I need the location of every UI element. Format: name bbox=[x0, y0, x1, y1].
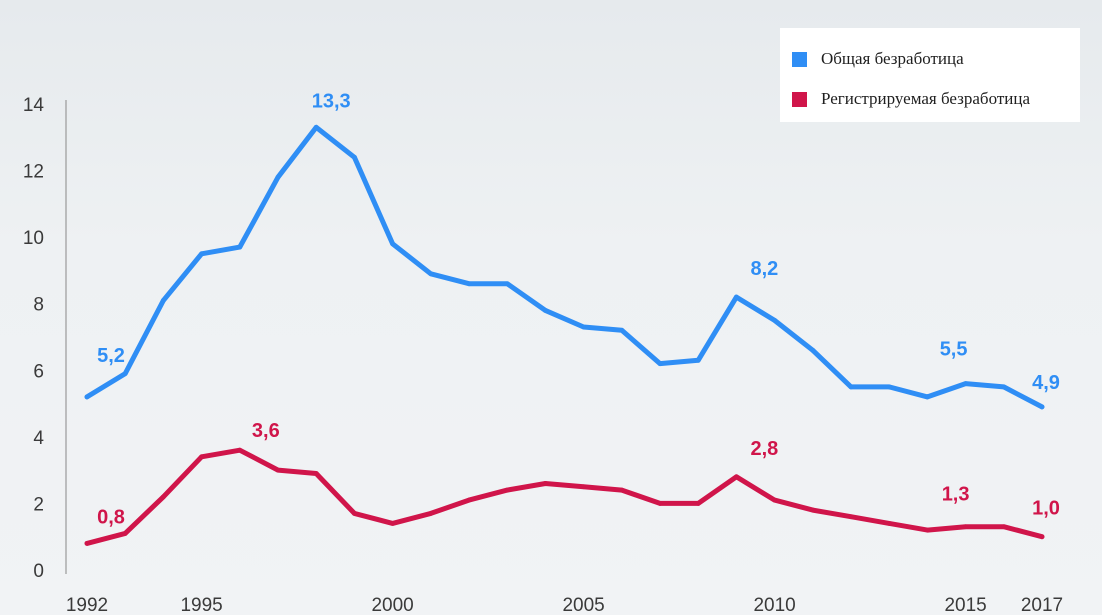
data-label-registered: 1,3 bbox=[942, 484, 970, 506]
data-point-total bbox=[122, 371, 128, 377]
data-point-registered bbox=[1001, 524, 1007, 530]
data-point-total bbox=[466, 281, 472, 287]
data-point-total bbox=[390, 241, 395, 247]
data-point-registered bbox=[657, 501, 663, 506]
data-point-registered bbox=[237, 447, 243, 453]
legend: Общая безработица Регистрируемая безрабо… bbox=[780, 28, 1080, 122]
data-point-registered bbox=[352, 511, 357, 516]
data-point-registered bbox=[734, 474, 739, 480]
legend-item-registered: Регистрируемая безработица bbox=[792, 88, 1030, 110]
data-point-registered bbox=[275, 467, 281, 473]
data-point-registered bbox=[199, 454, 205, 460]
y-tick-label: 2 bbox=[33, 494, 44, 515]
x-tick-label: 2000 bbox=[371, 595, 413, 615]
data-point-total bbox=[695, 357, 701, 363]
series-layer bbox=[84, 124, 1045, 546]
data-point-registered bbox=[619, 487, 625, 493]
data-point-registered bbox=[313, 471, 319, 476]
data-point-registered bbox=[925, 527, 930, 533]
data-label-total: 5,2 bbox=[97, 345, 125, 367]
data-label-total: 8,2 bbox=[750, 258, 778, 280]
data-point-registered bbox=[504, 487, 510, 493]
legend-swatch-registered bbox=[792, 91, 807, 107]
data-point-total bbox=[313, 124, 319, 130]
legend-label-registered: Регистрируемая безработица bbox=[821, 89, 1031, 108]
data-point-total bbox=[428, 271, 434, 277]
y-tick-label: 6 bbox=[33, 361, 44, 382]
data-point-total bbox=[84, 394, 90, 400]
data-label-total: 4,9 bbox=[1032, 372, 1060, 394]
data-point-registered bbox=[886, 521, 892, 526]
data-point-registered bbox=[810, 507, 816, 513]
data-point-registered bbox=[543, 481, 548, 486]
chart-axes: 0 2 4 6 8 10 12 14 1992 1995 2000 2005 2010 2015 2017 bbox=[23, 95, 1063, 615]
data-point-total bbox=[543, 307, 548, 313]
legend-swatch-total bbox=[792, 51, 807, 67]
data-point-registered bbox=[848, 514, 854, 520]
y-tick-label: 10 bbox=[23, 228, 44, 249]
data-point-total bbox=[963, 381, 968, 386]
data-point-registered bbox=[963, 524, 968, 530]
x-tick-label: 2010 bbox=[753, 595, 795, 615]
series-line-total bbox=[84, 124, 1045, 410]
data-point-registered bbox=[1039, 534, 1045, 540]
x-tick-label: 1995 bbox=[180, 595, 222, 615]
data-label-registered: 0,8 bbox=[97, 506, 125, 528]
x-tick-label: 2017 bbox=[1021, 595, 1063, 615]
y-tick-label: 14 bbox=[23, 95, 45, 116]
data-point-total bbox=[581, 324, 586, 330]
data-point-total bbox=[237, 244, 243, 250]
data-point-total bbox=[848, 384, 854, 390]
data-point-total bbox=[886, 384, 892, 390]
data-point-total bbox=[352, 154, 357, 160]
data-point-total bbox=[772, 317, 777, 323]
legend-label-total: Общая безработица bbox=[821, 49, 964, 68]
data-point-registered bbox=[581, 484, 586, 490]
data-labels-layer: 5,2 13,3 8,2 5,5 4,9 0,8 3,6 2,8 1,3 1,0 bbox=[97, 90, 1060, 528]
legend-item-total: Общая безработица bbox=[792, 48, 964, 70]
y-tick-label: 12 bbox=[23, 162, 44, 183]
data-label-registered: 3,6 bbox=[252, 420, 280, 442]
data-point-registered bbox=[695, 501, 701, 506]
data-point-total bbox=[734, 294, 739, 300]
y-tick-label: 8 bbox=[33, 295, 44, 316]
series-line-registered bbox=[84, 447, 1045, 546]
data-point-total bbox=[1001, 384, 1007, 390]
data-point-registered bbox=[466, 497, 472, 503]
data-point-total bbox=[161, 297, 166, 303]
data-point-registered bbox=[428, 511, 434, 516]
y-tick-label: 0 bbox=[33, 561, 44, 582]
x-tick-label: 2005 bbox=[562, 595, 604, 615]
data-point-total bbox=[619, 327, 625, 333]
data-point-total bbox=[810, 347, 816, 353]
data-point-total bbox=[504, 281, 510, 287]
data-point-total bbox=[925, 394, 930, 400]
data-label-registered: 2,8 bbox=[750, 438, 778, 460]
data-point-registered bbox=[390, 521, 395, 526]
y-tick-label: 4 bbox=[33, 428, 44, 449]
data-label-total: 13,3 bbox=[312, 90, 351, 112]
data-point-total bbox=[275, 174, 281, 180]
data-point-registered bbox=[122, 530, 128, 536]
data-point-registered bbox=[84, 540, 90, 546]
data-point-total bbox=[657, 361, 663, 367]
x-tick-label: 1992 bbox=[66, 595, 108, 615]
data-label-registered: 1,0 bbox=[1032, 498, 1060, 520]
x-tick-label: 2015 bbox=[944, 595, 986, 615]
data-label-total: 5,5 bbox=[940, 339, 968, 361]
data-point-registered bbox=[161, 494, 166, 500]
data-point-total bbox=[1039, 404, 1045, 410]
data-point-registered bbox=[772, 497, 777, 503]
data-point-total bbox=[199, 251, 205, 257]
